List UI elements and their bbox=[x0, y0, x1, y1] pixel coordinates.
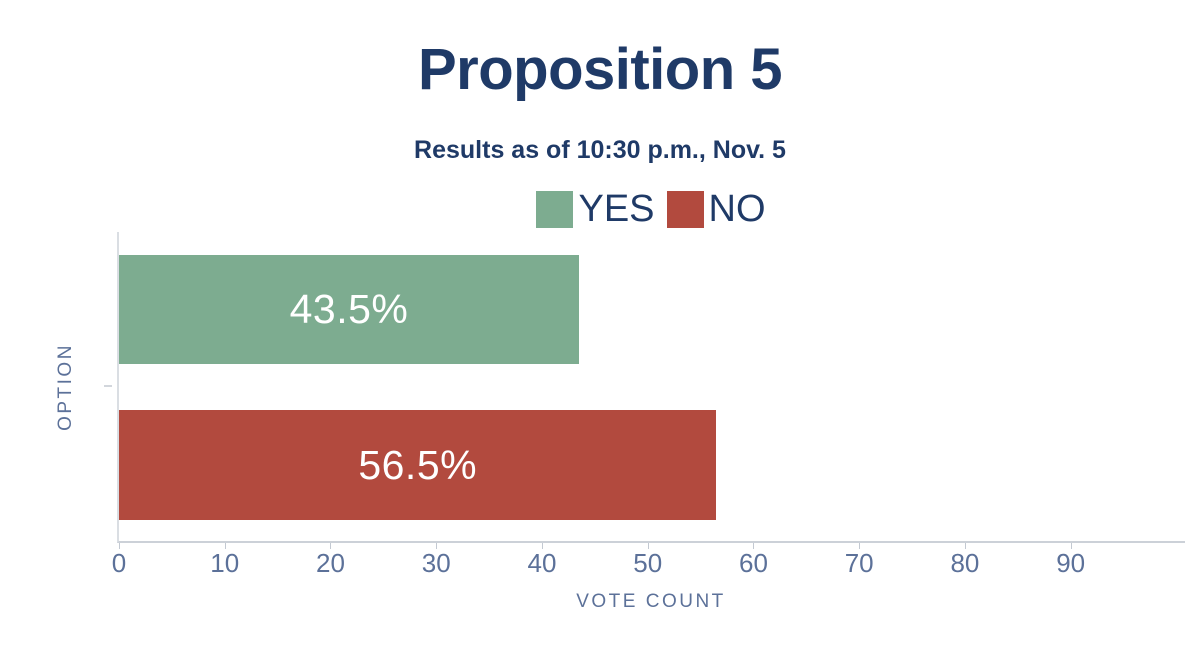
legend-item-yes: YES bbox=[536, 188, 655, 230]
chart-title: Proposition 5 bbox=[417, 37, 783, 102]
x-tick-label-90: 90 bbox=[1056, 548, 1086, 578]
legend-label-yes: YES bbox=[578, 188, 655, 230]
x-tick-mark-50 bbox=[647, 543, 649, 549]
x-tick-mark-90 bbox=[1070, 543, 1072, 549]
x-tick-label-60: 60 bbox=[738, 548, 768, 578]
legend-swatch-yes bbox=[536, 190, 574, 228]
x-axis-title: VOTE COUNT bbox=[576, 591, 726, 612]
x-tick-mark-0 bbox=[119, 543, 120, 549]
bar-no: 56.5% bbox=[119, 410, 717, 520]
legend: YES NO bbox=[117, 189, 1185, 229]
legend-swatch-no bbox=[666, 190, 704, 228]
legend-item-no: NO bbox=[666, 188, 766, 230]
x-tick-label-10: 10 bbox=[210, 548, 240, 578]
x-tick-label-40: 40 bbox=[527, 548, 557, 578]
x-tick-label-50: 50 bbox=[633, 548, 663, 578]
x-tick-mark-10 bbox=[224, 543, 226, 549]
x-tick-mark-30 bbox=[436, 543, 438, 549]
x-tick-mark-40 bbox=[541, 543, 543, 549]
x-tick-label-0: 0 bbox=[111, 548, 127, 578]
x-tick-label-30: 30 bbox=[421, 548, 451, 578]
x-tick-mark-80 bbox=[964, 543, 966, 549]
legend-label-no: NO bbox=[708, 188, 766, 230]
y-axis-category-tick bbox=[104, 385, 112, 387]
y-axis-title-text: OPTION bbox=[55, 343, 76, 431]
bar-value-label-no: 56.5% bbox=[358, 441, 478, 488]
bar-value-label-yes: 43.5% bbox=[289, 286, 409, 332]
x-tick-mark-70 bbox=[859, 543, 861, 549]
chart-subtitle: Results as of 10:30 p.m., Nov. 5 bbox=[414, 136, 786, 164]
x-tick-label-20: 20 bbox=[316, 548, 345, 578]
x-tick-label-80: 80 bbox=[950, 548, 980, 578]
bar-yes: 43.5% bbox=[119, 255, 579, 364]
x-tick-mark-60 bbox=[753, 543, 755, 549]
x-tick-label-70: 70 bbox=[844, 548, 874, 578]
plot-area: 43.5% 56.5% 0 10 20 30 40 50 60 70 80 90 bbox=[104, 232, 1185, 576]
x-tick-mark-20 bbox=[330, 543, 332, 549]
